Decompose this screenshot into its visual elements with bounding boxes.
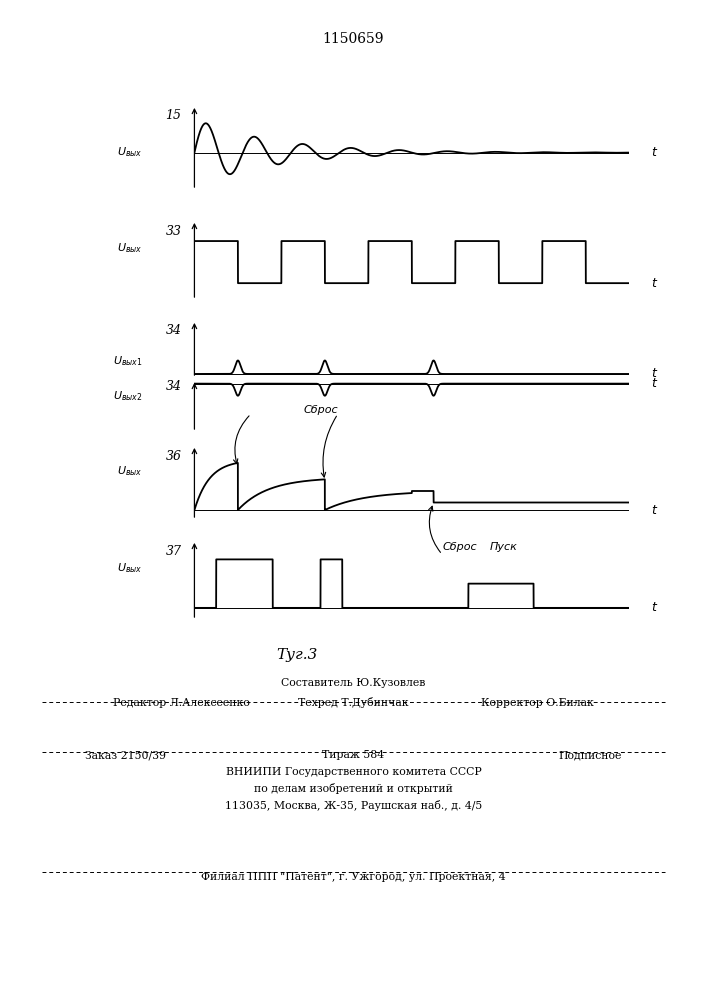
Text: 37: 37 (165, 545, 182, 558)
Text: $U_{вых1}$: $U_{вых1}$ (112, 354, 142, 367)
Text: t: t (651, 377, 656, 390)
Text: 15: 15 (165, 109, 182, 122)
Text: Тираж 584: Тираж 584 (322, 750, 385, 760)
Text: t: t (651, 367, 656, 380)
Text: Подписное: Подписное (559, 750, 622, 760)
Text: t: t (651, 146, 656, 159)
Text: 33: 33 (165, 225, 182, 238)
Text: Сброс: Сброс (303, 405, 338, 415)
Text: 34: 34 (165, 380, 182, 393)
Text: $U_{вых}$: $U_{вых}$ (117, 464, 142, 478)
Text: $U_{вых}$: $U_{вых}$ (117, 561, 142, 575)
Text: t: t (651, 504, 656, 516)
Text: Τуг.3: Τуг.3 (276, 648, 317, 662)
Text: 113035, Москва, Ж-35, Раушская наб., д. 4/5: 113035, Москва, Ж-35, Раушская наб., д. … (225, 800, 482, 811)
Text: Корректор О.Билак: Корректор О.Билак (481, 698, 594, 708)
Text: Филиал ППП "Патент", г. Ужгород, ул. Проектная, 4: Филиал ППП "Патент", г. Ужгород, ул. Про… (201, 872, 506, 882)
Text: по делам изобретений и открытий: по делам изобретений и открытий (254, 783, 453, 794)
Text: $U_{вых2}$: $U_{вых2}$ (112, 389, 142, 402)
Text: 34: 34 (165, 324, 182, 337)
Text: 36: 36 (165, 450, 182, 463)
Text: Сброс: Сброс (443, 542, 477, 552)
Text: 1150659: 1150659 (323, 32, 384, 46)
Text: $U_{вых}$: $U_{вых}$ (117, 145, 142, 159)
Text: t: t (651, 601, 656, 614)
Text: $U_{вых}$: $U_{вых}$ (117, 241, 142, 255)
Text: Пуск: Пуск (490, 542, 518, 552)
Text: Составитель Ю.Кузовлев: Составитель Ю.Кузовлев (281, 678, 426, 688)
Text: Редактор Л.Алексеенко: Редактор Л.Алексеенко (113, 698, 250, 708)
Text: Заказ 2150/39: Заказ 2150/39 (85, 750, 166, 760)
Text: Техред Т.Дубинчак: Техред Т.Дубинчак (298, 697, 409, 708)
Text: ВНИИПИ Государственного комитета СССР: ВНИИПИ Государственного комитета СССР (226, 767, 481, 777)
Text: t: t (651, 277, 656, 290)
